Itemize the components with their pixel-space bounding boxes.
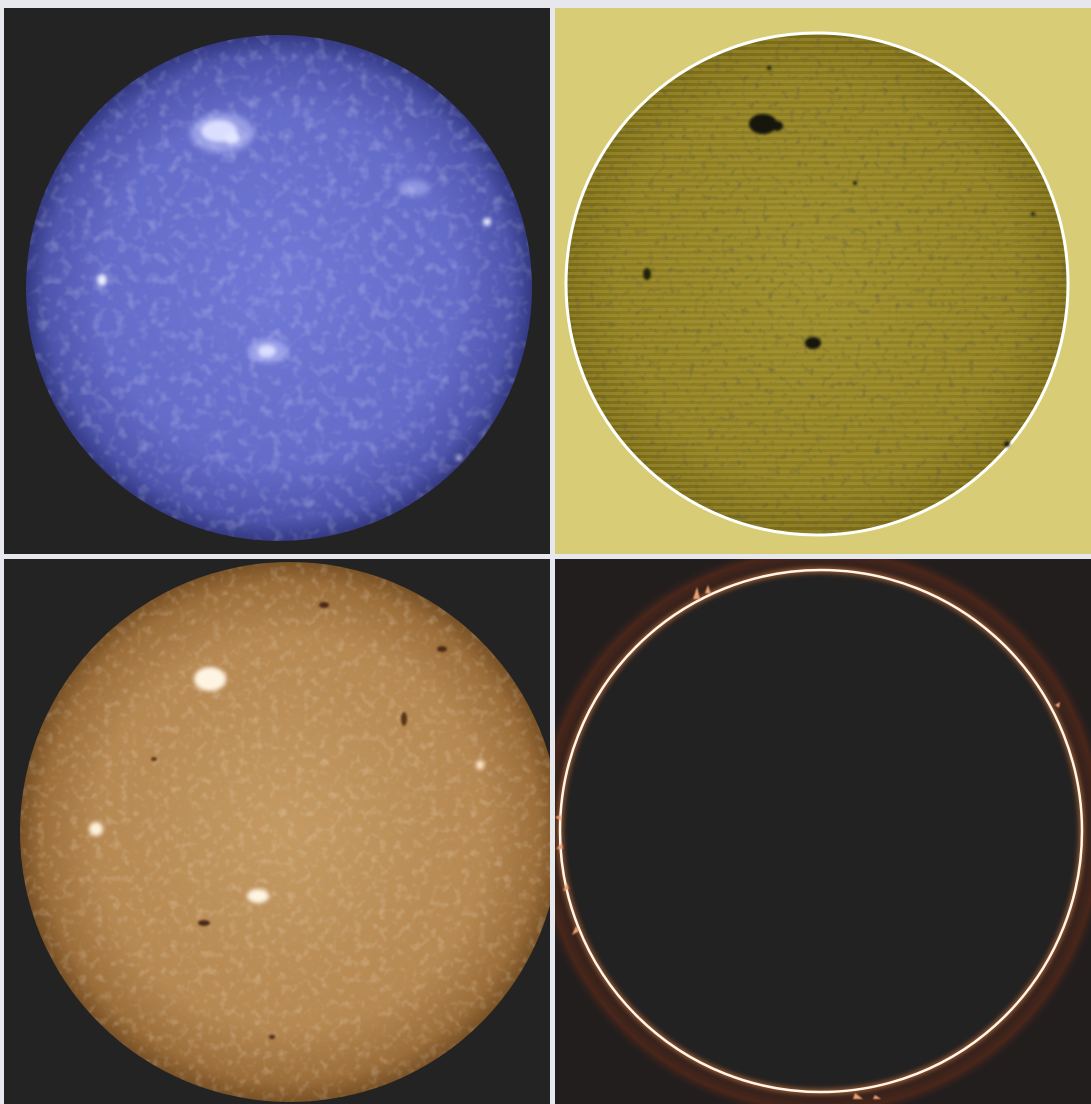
bright-plage-regions xyxy=(89,667,484,903)
prominences xyxy=(555,585,1060,1099)
dark-filaments xyxy=(151,602,447,1039)
solar-disk-h-alpha-panel xyxy=(4,559,550,1104)
solar-disk-continuum-panel xyxy=(555,8,1091,554)
granulation-texture xyxy=(567,34,1067,534)
faint-plage-halos xyxy=(190,113,430,363)
bright-limb-ring xyxy=(564,31,1070,537)
fibril-texture xyxy=(20,562,550,1102)
solar-limb-prominence-panel xyxy=(555,559,1091,1104)
chromospheric-network-texture xyxy=(26,35,532,541)
occulted-disk xyxy=(561,571,1081,1091)
sunspots xyxy=(643,66,1035,447)
solar-disk-blue-panel xyxy=(4,8,550,554)
bright-limb-ring xyxy=(558,568,1084,1094)
